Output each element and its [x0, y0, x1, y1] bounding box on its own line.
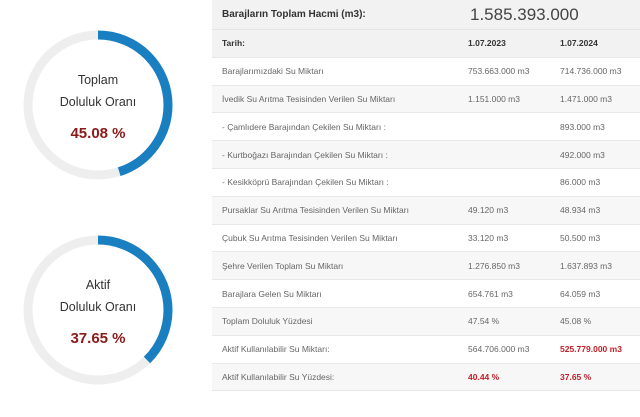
row-label: Pursaklar Su Arıtma Tesisinden Verilen S… — [222, 205, 409, 216]
table-row: Pursaklar Su Arıtma Tesisinden Verilen S… — [212, 196, 640, 225]
row-label: Aktif Kullanılabilir Su Miktarı: — [222, 344, 330, 355]
table-row: İvedik Su Arıtma Tesisinden Verilen Su M… — [212, 85, 640, 114]
value-2024: 714.736.000 m3 — [560, 66, 622, 77]
dam-data-table: Barajların Toplam Hacmi (m3): 1.585.393.… — [212, 0, 640, 392]
table-row: Aktif Kullanılabilir Su Miktarı: 564.706.… — [212, 336, 640, 364]
row-label: Şehre Verilen Toplam Su Miktarı — [222, 260, 344, 271]
row-label: - Kurtboğazı Barajından Çekilen Su Mikta… — [222, 149, 388, 160]
gauge-percentage: 45.08 % — [70, 124, 126, 142]
value-2024: 1.637.893 m3 — [560, 260, 612, 271]
row-label: Barajlarımızdaki Su Miktarı — [222, 66, 324, 77]
row-label: - Çamlıdere Barajından Çekilen Su Miktar… — [222, 121, 386, 132]
active-fill-gauge: Aktif Doluluk Oranı 37.65 % — [18, 230, 178, 390]
value-2023: 564.706.000 m3 — [468, 344, 530, 355]
value-2024: 37.65 % — [560, 371, 592, 382]
total-fill-gauge: Toplam Doluluk Oranı 45.08 % — [18, 25, 178, 185]
table-row: Barajlara Gelen Su Miktarı 654.761 m3 64.0… — [212, 280, 640, 308]
value-2024: 50.500 m3 — [560, 232, 601, 243]
gauge-label-line1: Toplam — [77, 72, 119, 87]
table-row: Toplam Doluluk Yüzdesi 47.54 % 45.08 % — [212, 307, 640, 336]
table-row: - Kurtboğazı Barajından Çekilen Su Mikta… — [212, 141, 640, 169]
total-fill-gauge-arc — [23, 30, 173, 180]
value-2024: 64.059 m3 — [560, 288, 601, 299]
total-volume-label: Barajların Toplam Hacmi (m3): — [222, 9, 366, 20]
row-label: Toplam Doluluk Yüzdesi — [222, 316, 313, 327]
value-2023: 40.44 % — [468, 371, 500, 382]
table-row: Aktif Kullanılabilir Su Yüzdesi: 40.44 % 3… — [212, 363, 640, 392]
value-2023: 753.663.000 m3 — [468, 66, 530, 77]
header-year-2023: 1.07.2023 — [468, 38, 506, 49]
total-fill-gauge-ring — [23, 30, 173, 180]
value-2024: 492.000 m3 — [560, 149, 605, 160]
value-2024: 525.779.000 m3 — [560, 344, 622, 355]
row-label: Çubuk Su Arıtma Tesisinden Verilen Su Mi… — [222, 232, 398, 243]
value-2024: 45.08 % — [560, 316, 592, 327]
table-row: Şehre Verilen Toplam Su Miktarı 1.276.850… — [212, 252, 640, 281]
value-2023: 33.120 m3 — [468, 232, 509, 243]
value-2024: 1.471.000 m3 — [560, 93, 612, 104]
active-fill-gauge-ring — [23, 235, 173, 385]
header-year-2024: 1.07.2024 — [560, 38, 598, 49]
table-row: - Çamlıdere Barajından Çekilen Su Miktar… — [212, 113, 640, 142]
row-label: Aktif Kullanılabilir Su Yüzdesi: — [222, 371, 335, 382]
active-fill-gauge-arc — [23, 235, 173, 385]
gauge-label-line2: Doluluk Oranı — [59, 94, 137, 109]
table-column-header: Tarih: 1.07.2023 1.07.2024 — [212, 30, 640, 58]
gauge-percentage: 37.65 % — [70, 329, 126, 347]
value-2024: 86.000 m3 — [560, 177, 601, 188]
total-volume-value: 1.585.393.000 — [470, 4, 579, 24]
row-label: İvedik Su Arıtma Tesisinden Verilen Su M… — [222, 93, 396, 104]
table-row: Barajlarımızdaki Su Miktarı 753.663.000 m… — [212, 58, 640, 86]
total-volume-header: Barajların Toplam Hacmi (m3): 1.585.393.… — [212, 0, 640, 30]
value-2023: 1.276.850 m3 — [468, 260, 520, 271]
table-row: Çubuk Su Arıtma Tesisinden Verilen Su Mi… — [212, 225, 640, 253]
value-2023: 654.761 m3 — [468, 288, 513, 299]
row-label: - Kesikköprü Barajından Çekilen Su Mikta… — [222, 177, 389, 188]
gauge-label-line2: Doluluk Oranı — [59, 299, 137, 314]
value-2023: 47.54 % — [468, 316, 500, 327]
value-2023: 1.151.000 m3 — [468, 93, 520, 104]
gauge-label-line1: Aktif — [85, 277, 111, 292]
row-label: Barajlara Gelen Su Miktarı — [222, 288, 322, 299]
header-date-label: Tarih: — [222, 38, 245, 49]
value-2024: 48.934 m3 — [560, 205, 601, 216]
value-2024: 893.000 m3 — [560, 121, 605, 132]
value-2023: 49.120 m3 — [468, 205, 509, 216]
table-row: - Kesikköprü Barajından Çekilen Su Mikta… — [212, 169, 640, 197]
